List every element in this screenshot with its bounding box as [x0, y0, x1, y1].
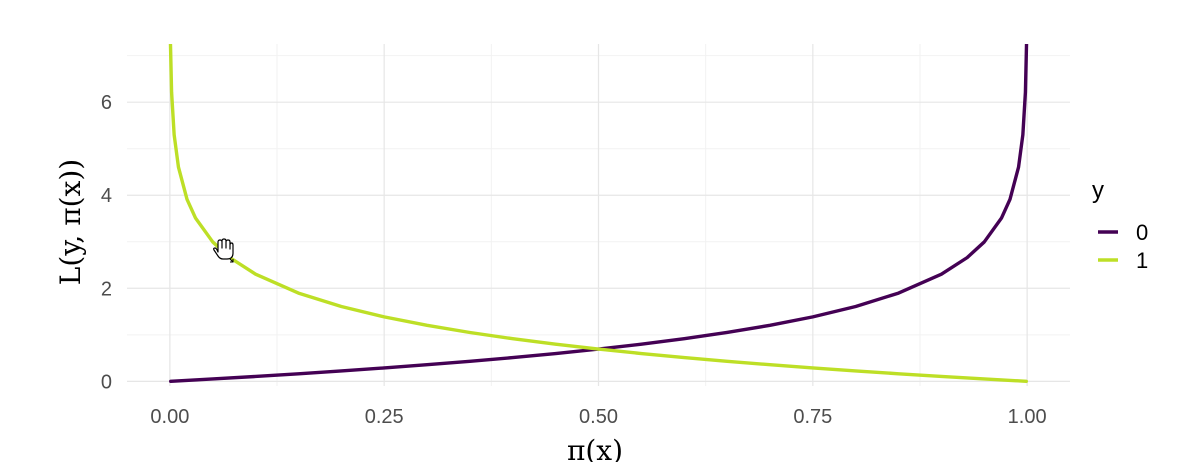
- series-line-y1: [168, 44, 1028, 383]
- y-tick-label: 4: [101, 185, 112, 207]
- x-tick-label: 0.50: [579, 406, 618, 428]
- tick-labels: 0.00 0.25 0.50 0.75 1.00 0 2 4 6: [101, 92, 1047, 428]
- y-tick-label: 2: [101, 278, 112, 300]
- grid: [127, 44, 1070, 386]
- x-tick-label: 1.00: [1008, 406, 1047, 428]
- x-tick-label: 0.25: [365, 406, 404, 428]
- series-lines: [168, 44, 1029, 383]
- legend-title: y: [1092, 177, 1104, 204]
- cursor-hand-icon: [213, 238, 234, 263]
- y-tick-label: 6: [101, 92, 112, 114]
- y-axis-title: L(y, π(x)): [54, 159, 87, 285]
- series-line-y0: [169, 44, 1029, 383]
- x-axis-title: π(x): [567, 434, 623, 462]
- x-tick-label: 0.75: [793, 406, 832, 428]
- legend-label-1: 1: [1136, 248, 1148, 273]
- x-tick-label: 0.00: [150, 406, 189, 428]
- y-tick-label: 0: [101, 371, 112, 393]
- legend-label-0: 0: [1136, 220, 1148, 245]
- legend: y 0 1: [1092, 177, 1148, 273]
